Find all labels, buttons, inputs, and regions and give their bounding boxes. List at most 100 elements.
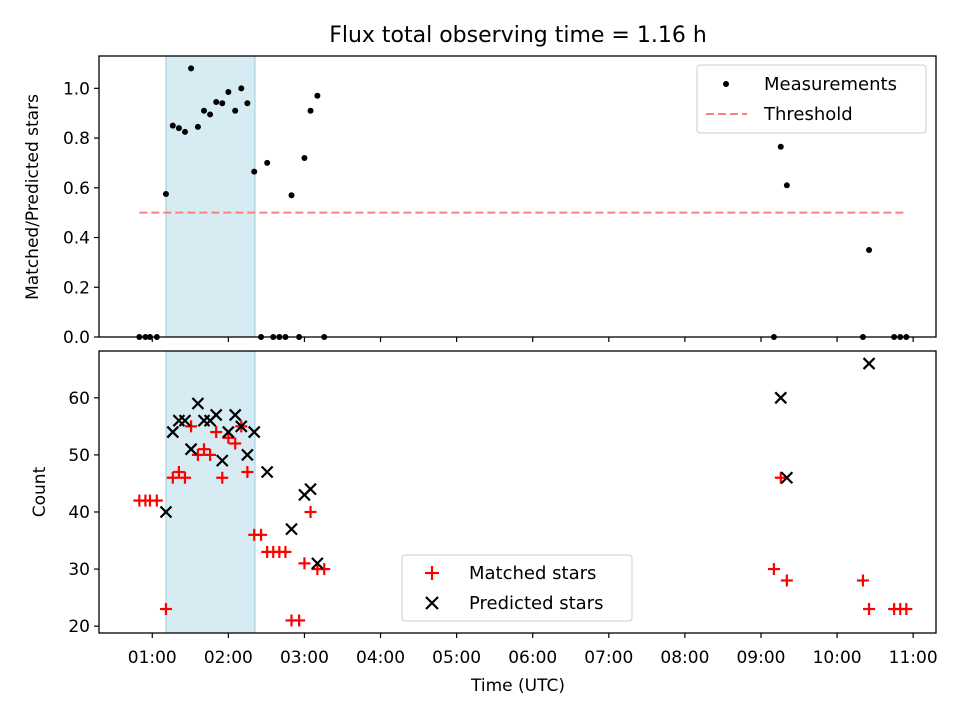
measurement-point: [194, 123, 201, 130]
predicted-stars-points: [159, 357, 876, 570]
legend-predicted-marker: [425, 596, 439, 610]
bottom-y-tick-label: 40: [68, 503, 90, 523]
predicted-star-point: [215, 454, 229, 467]
measurement-point: [307, 107, 314, 114]
x-axis-label: Time (UTC): [470, 676, 565, 696]
predicted-star-point: [774, 391, 788, 405]
bottom-legend-box: [401, 554, 633, 622]
matched-star-point: [241, 466, 254, 479]
top-legend-box: [696, 64, 927, 134]
bottom-y-ticks: 20 30 40 50 60: [68, 389, 99, 637]
legend-predicted-label: Predicted stars: [469, 593, 603, 614]
predicted-star-point: [159, 505, 173, 519]
predicted-star-point: [862, 357, 876, 370]
x-tick-label: 07:00: [584, 648, 633, 668]
predicted-star-point: [247, 425, 261, 439]
predicted-star-point: [780, 471, 794, 485]
matched-star-point: [767, 563, 780, 576]
bottom-panel: Count Time (UTC) 20 30 40 50 60 01:00 02:00 03…: [30, 350, 938, 696]
predicted-star-point: [209, 408, 223, 422]
legend-measurements-label: Measurements: [764, 74, 897, 95]
matched-star-point: [159, 603, 172, 616]
matched-star-point: [304, 505, 317, 518]
measurement-point: [181, 128, 188, 135]
measurement-point: [783, 182, 790, 189]
top-y-tick-label: 1.0: [63, 79, 90, 99]
top-x-ticks: [151, 337, 914, 342]
top-panel: Flux total observing time = 1.16 h Match…: [23, 23, 937, 348]
measurement-point: [244, 100, 251, 107]
measurement-point: [264, 159, 271, 166]
x-tick-label: 08:00: [660, 648, 709, 668]
x-tick-label: 03:00: [280, 648, 329, 668]
predicted-star-point: [241, 448, 254, 462]
matched-star-point: [774, 471, 787, 484]
legend-threshold-label: Threshold: [763, 104, 853, 125]
bottom-y-tick-label: 30: [68, 560, 90, 580]
x-tick-label: 02:00: [204, 648, 253, 668]
measurement-point: [201, 107, 208, 114]
matched-star-point: [780, 574, 793, 587]
matched-star-point: [229, 437, 242, 450]
matched-star-point: [279, 545, 292, 558]
measurement-point: [288, 192, 295, 199]
x-tick-label: 10:00: [813, 648, 862, 668]
matched-star-point: [856, 574, 869, 587]
matched-star-point: [216, 471, 229, 484]
top-y-axis-label: Matched/Predicted stars: [23, 94, 43, 300]
bottom-x-ticks: 01:00 02:00 03:00 04:00 05:00 06:00 07:00 08:00…: [128, 633, 938, 668]
top-y-ticks: 0.0 0.2 0.4 0.6 0.8 1.0: [63, 79, 99, 348]
measurement-point: [866, 246, 873, 253]
matched-star-point: [863, 603, 876, 616]
bottom-legend: Matched stars Predicted stars: [401, 554, 633, 622]
x-tick-label: 06:00: [508, 648, 557, 668]
bottom-y-tick-label: 20: [68, 617, 90, 637]
matched-star-point: [298, 557, 311, 570]
measurement-point: [169, 122, 176, 129]
predicted-star-point: [228, 408, 242, 422]
predicted-star-point: [222, 425, 235, 439]
x-tick-label: 01:00: [128, 648, 177, 668]
bottom-y-tick-label: 60: [68, 389, 90, 409]
measurement-point: [213, 99, 220, 106]
matched-star-point: [293, 614, 306, 627]
top-plot-frame: [98, 55, 937, 338]
top-y-tick-label: 0.0: [63, 328, 90, 348]
legend-matched-label: Matched stars: [469, 563, 596, 584]
measurement-point: [225, 89, 232, 96]
matched-star-point: [210, 426, 223, 439]
top-legend: Measurements Threshold: [696, 64, 927, 134]
measurement-point: [314, 92, 321, 99]
measurement-point: [301, 154, 308, 161]
matched-star-point: [150, 494, 163, 507]
matched-star-point: [318, 563, 331, 576]
predicted-star-point: [304, 482, 317, 496]
x-tick-label: 11:00: [889, 648, 938, 668]
measurement-point: [175, 125, 182, 132]
top-y-tick-label: 0.4: [63, 229, 90, 249]
matched-star-point: [222, 431, 235, 444]
top-y-tick-label: 0.2: [63, 278, 90, 298]
x-tick-label: 09:00: [736, 648, 785, 668]
predicted-star-point: [235, 420, 248, 433]
predicted-star-point: [260, 465, 274, 479]
measurement-point: [238, 85, 245, 92]
matched-star-point: [204, 448, 217, 461]
measurement-point: [162, 191, 169, 198]
measurement-point: [188, 65, 195, 72]
bottom-plot-frame: [98, 350, 937, 634]
predicted-star-point: [285, 522, 298, 536]
matched-star-point: [166, 471, 179, 484]
top-y-tick-label: 0.8: [63, 129, 90, 149]
x-tick-label: 04:00: [356, 648, 405, 668]
matched-star-point: [185, 420, 198, 433]
matched-star-point: [900, 603, 913, 616]
measurement-point: [219, 100, 226, 107]
measurement-point: [251, 168, 258, 175]
predicted-star-point: [166, 425, 180, 439]
legend-measurements-marker: [723, 81, 729, 87]
predicted-star-point: [184, 442, 198, 456]
matched-star-point: [198, 443, 211, 456]
predicted-star-point: [311, 557, 324, 570]
predicted-star-point: [178, 414, 192, 427]
